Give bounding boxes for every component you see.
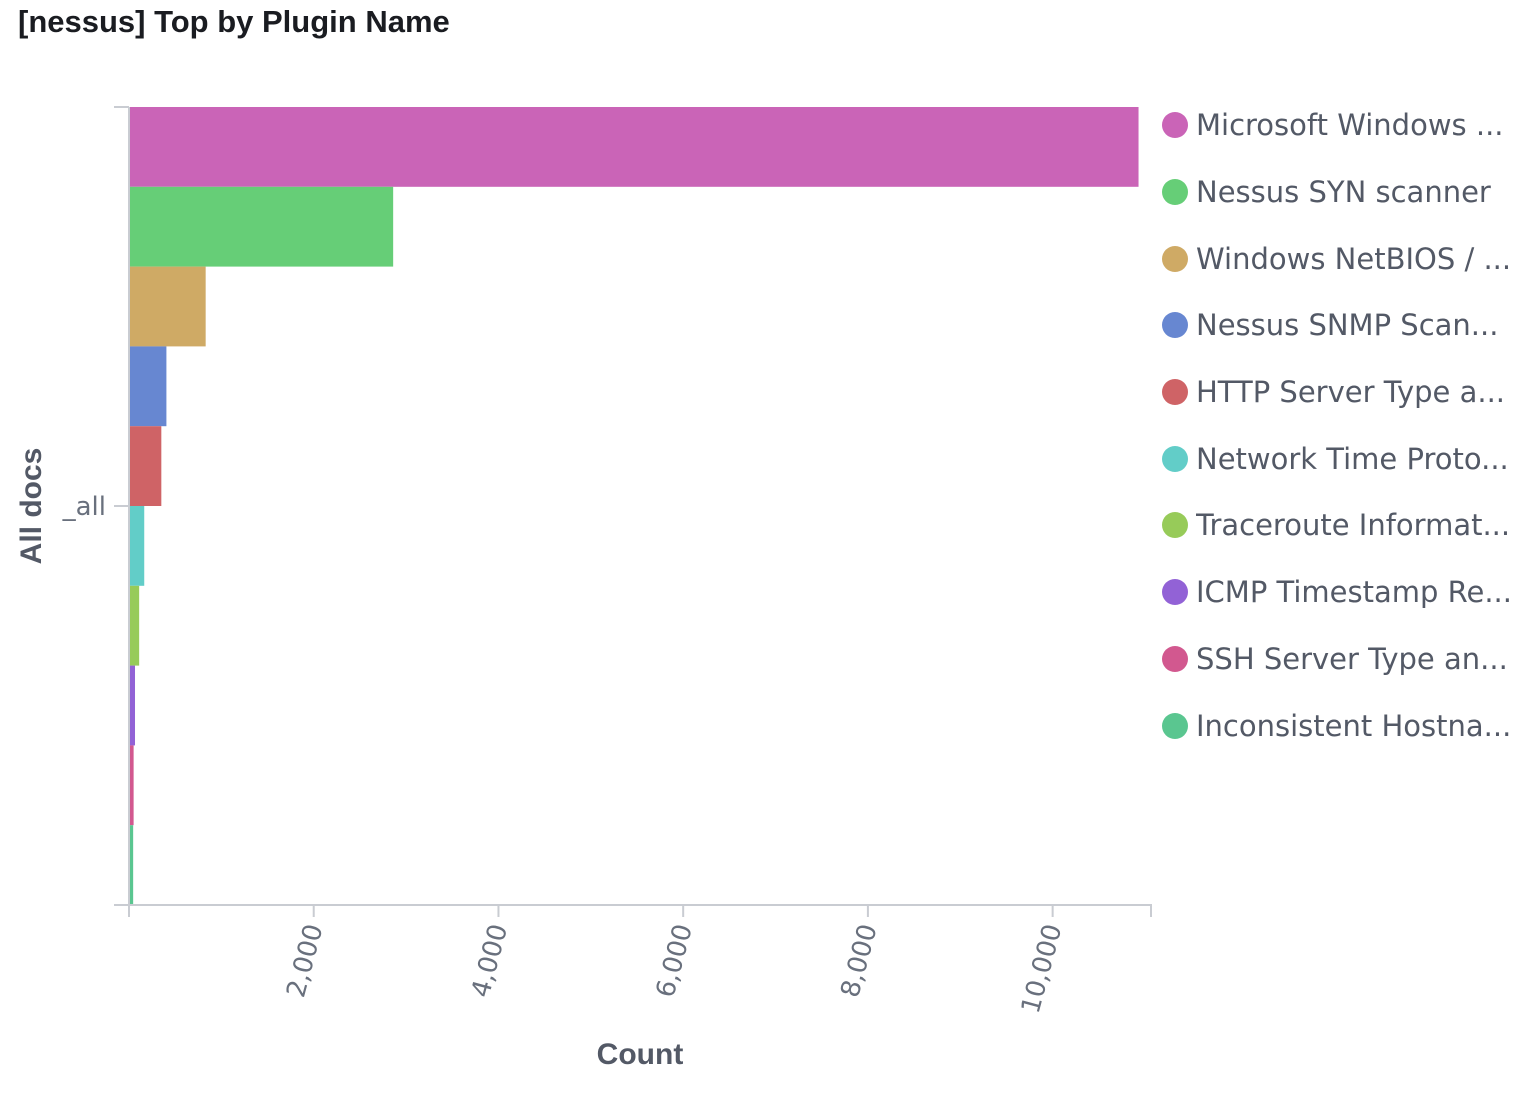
legend-color-dot-icon <box>1162 512 1188 539</box>
legend-label: HTTP Server Type a... <box>1196 375 1506 410</box>
legend-label: Windows NetBIOS / ... <box>1196 241 1512 276</box>
legend-color-dot-icon <box>1162 712 1188 739</box>
x-tick-label: 10,000 <box>1016 921 1069 1017</box>
bar-3[interactable] <box>129 266 206 347</box>
x-tick-label: 8,000 <box>835 921 883 1001</box>
legend-color-dot-icon <box>1162 579 1188 606</box>
legend-label: Microsoft Windows ... <box>1196 108 1504 143</box>
x-tick-label: 6,000 <box>651 921 699 1001</box>
x-tick-label: 4,000 <box>466 921 514 1001</box>
legend-item-5[interactable]: HTTP Server Type a... <box>1162 359 1522 426</box>
bar-4[interactable] <box>129 346 167 427</box>
legend-color-dot-icon <box>1162 312 1188 339</box>
bar-10[interactable] <box>129 825 134 905</box>
bar-5[interactable] <box>129 426 162 506</box>
bar-7[interactable] <box>129 585 140 666</box>
bar-9[interactable] <box>129 745 134 826</box>
bars-group <box>129 107 1139 905</box>
legend-label: Inconsistent Hostna... <box>1196 708 1512 743</box>
bar-1[interactable] <box>129 107 1139 187</box>
bar-6[interactable] <box>129 506 145 586</box>
legend-item-10[interactable]: Inconsistent Hostna... <box>1162 692 1522 759</box>
legend-item-8[interactable]: ICMP Timestamp Re... <box>1162 559 1522 626</box>
legend-item-6[interactable]: Network Time Proto... <box>1162 425 1522 492</box>
legend-item-4[interactable]: Nessus SNMP Scan... <box>1162 292 1522 359</box>
legend-label: Nessus SNMP Scan... <box>1196 308 1499 343</box>
legend-color-dot-icon <box>1162 445 1188 472</box>
x-axis-title: Count <box>597 1038 684 1071</box>
y-category-label: _all <box>62 492 106 522</box>
legend-item-9[interactable]: SSH Server Type an... <box>1162 626 1522 693</box>
legend-label: SSH Server Type an... <box>1196 641 1508 676</box>
legend-color-dot-icon <box>1162 245 1188 272</box>
legend-color-dot-icon <box>1162 645 1188 672</box>
x-tick-label: 2,000 <box>281 921 329 1001</box>
legend-item-2[interactable]: Nessus SYN scanner <box>1162 159 1522 226</box>
x-axis-ticks: 2,000 4,000 6,000 8,000 10,000 <box>128 905 1152 1017</box>
legend-label: Network Time Proto... <box>1196 441 1509 476</box>
legend-label: ICMP Timestamp Re... <box>1196 575 1512 610</box>
y-axis-title: All docs <box>15 448 48 565</box>
bar-2[interactable] <box>129 186 394 267</box>
panel-title: [nessus] Top by Plugin Name <box>18 4 450 39</box>
legend-item-7[interactable]: Traceroute Informat... <box>1162 492 1522 559</box>
legend-color-dot-icon <box>1162 379 1188 406</box>
bar-chart: _all 2,000 4,000 6,000 8,000 10,000 Count Al… <box>15 106 1152 1071</box>
legend-label: Nessus SYN scanner <box>1196 175 1491 210</box>
legend-color-dot-icon <box>1162 112 1188 139</box>
legend-item-1[interactable]: Microsoft Windows ... <box>1162 92 1522 159</box>
legend-item-3[interactable]: Windows NetBIOS / ... <box>1162 225 1522 292</box>
legend-color-dot-icon <box>1162 179 1188 206</box>
legend-label: Traceroute Informat... <box>1196 508 1511 543</box>
bar-8[interactable] <box>129 665 136 746</box>
chart-legend: Microsoft Windows ... Nessus SYN scanner W… <box>1162 92 1522 759</box>
